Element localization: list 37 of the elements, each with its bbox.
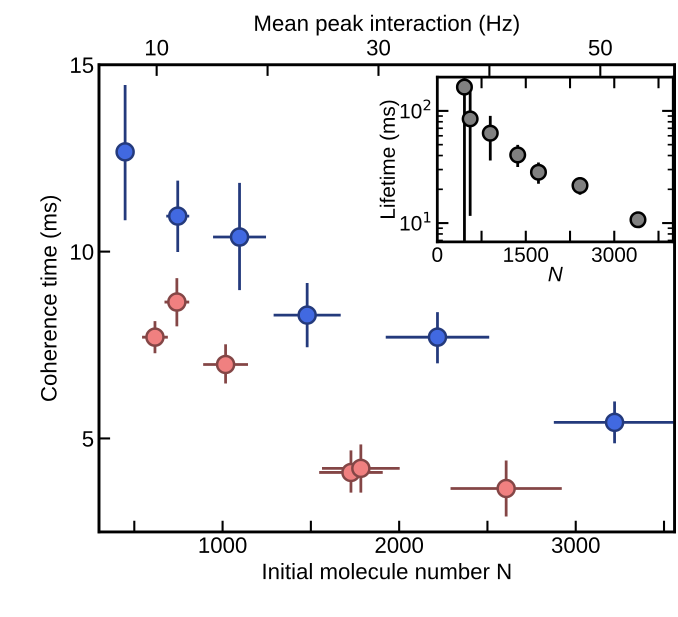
point [496,478,516,498]
point [230,227,250,247]
point [297,305,317,325]
y-tick-label: 10 [71,244,94,260]
point [482,124,499,142]
y-tick-label: 10$^{2}$ [400,99,430,118]
point [115,142,135,162]
x-tick-label: 2000 [376,537,424,554]
point [167,292,187,312]
x2-tick-label: 50 [588,40,612,56]
y-tick-label: 10$^{1}$ [400,212,430,231]
point [351,458,371,478]
x-tick-label: 1500 [504,247,548,262]
x-tick-label: 1000 [200,537,246,554]
x2-tick-label: 10 [146,40,168,56]
point [145,327,165,347]
point [571,177,589,194]
y-tick-label: 15 [71,58,94,74]
point [604,412,624,432]
x-axis-title: Initial molecule number N [263,562,510,580]
y-axis-title: Coherence time (ms) [40,196,62,401]
y-tick-label: 5 [82,431,94,447]
point [428,327,448,347]
point [629,211,647,228]
x-tick-label: 0 [432,247,442,262]
x2-tick-label: 30 [366,40,390,56]
point [168,206,188,226]
y-axis-title: Lifetime (ms) [380,100,400,218]
point [530,164,548,181]
x-axis-title: N [548,266,563,282]
point [509,146,526,164]
x-tick-label: 3000 [592,247,637,262]
point [456,78,473,96]
point [462,110,479,128]
point [216,354,236,374]
x-tick-label: 3000 [552,537,600,554]
x2-axis-title: Mean peak interaction (Hz) [255,14,519,36]
